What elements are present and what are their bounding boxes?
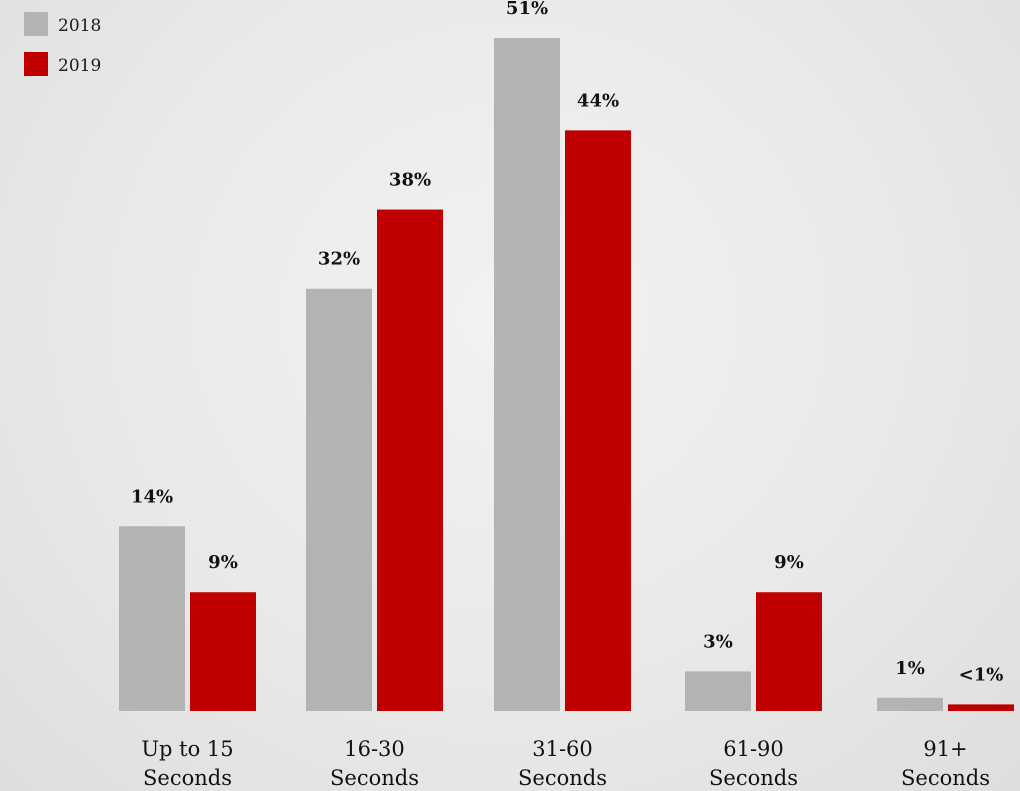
- legend-swatch-2019: [24, 52, 48, 76]
- legend-swatch-2018: [24, 12, 48, 36]
- bar-2018-0: [119, 526, 185, 711]
- value-label-2019-1: 38%: [389, 170, 431, 191]
- value-label-2018-4: 1%: [895, 658, 925, 679]
- bar-2019-4: [948, 704, 1014, 711]
- category-label-1-line-1: Seconds: [330, 766, 419, 790]
- bar-2018-4: [877, 697, 943, 711]
- category-label-3-line-1: Seconds: [709, 766, 798, 790]
- chart-value-labels: 14% 9% 32% 38% 51% 44% 3% 9% 1% <1%: [131, 0, 1003, 685]
- bar-2019-0: [190, 592, 256, 711]
- category-label-0-line-0: Up to 15: [141, 737, 233, 761]
- category-label-4-line-0: 91+: [923, 737, 967, 761]
- value-label-2018-0: 14%: [131, 486, 173, 507]
- category-label-4-line-1: Seconds: [901, 766, 990, 790]
- value-label-2019-2: 44%: [577, 90, 619, 111]
- category-label-2-line-0: 31-60: [532, 737, 593, 761]
- category-label-3-line-0: 61-90: [723, 737, 784, 761]
- chart-category-labels: Up to 15 Seconds 16-30 Seconds 31-60 Seconds 6…: [141, 737, 990, 790]
- legend-label-2018: 2018: [58, 16, 101, 36]
- bar-2018-1: [306, 288, 372, 711]
- bar-2019-1: [377, 209, 443, 712]
- category-label-1-line-0: 16-30: [344, 737, 405, 761]
- bar-2019-3: [756, 592, 822, 711]
- value-label-2018-2: 51%: [506, 0, 548, 19]
- category-label-0-line-1: Seconds: [143, 766, 232, 790]
- category-label-2-line-1: Seconds: [518, 766, 607, 790]
- value-label-2018-1: 32%: [318, 249, 360, 270]
- bar-2019-2: [565, 130, 631, 711]
- legend-label-2019: 2019: [58, 56, 101, 76]
- bar-2018-2: [494, 38, 560, 711]
- chart-legend: 2018 2019: [24, 12, 101, 76]
- value-label-2019-3: 9%: [774, 552, 804, 573]
- chart-bars: [119, 38, 1014, 712]
- value-label-2019-4: <1%: [959, 664, 1004, 685]
- bar-2018-3: [685, 671, 751, 711]
- value-label-2018-3: 3%: [703, 631, 733, 652]
- value-label-2019-0: 9%: [208, 552, 238, 573]
